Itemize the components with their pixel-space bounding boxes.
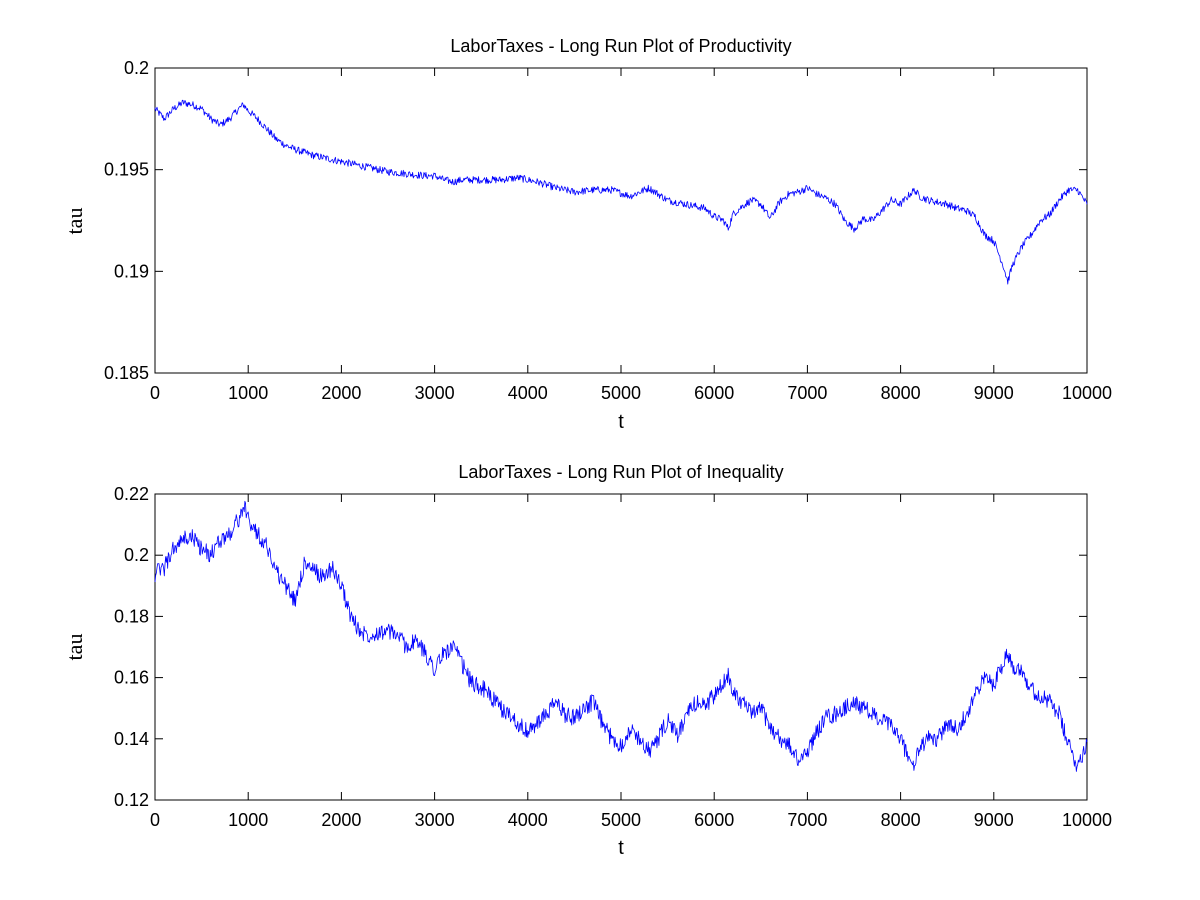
x-tick-label: 6000 <box>694 810 734 830</box>
y-tick-label: 0.2 <box>124 545 149 565</box>
series-layer <box>154 500 1088 772</box>
y-tick-label: 0.22 <box>114 484 149 504</box>
series-line <box>154 500 1088 772</box>
x-tick-label: 0 <box>150 810 160 830</box>
chart-title: LaborTaxes - Long Run Plot of Productivi… <box>450 36 791 56</box>
ticks-layer: 0 1000 2000 3000 4000 5000 6000 7000 8000 9000 100… <box>114 484 1112 830</box>
y-tick-label: 0.2 <box>124 58 149 78</box>
x-tick-label: 5000 <box>601 810 641 830</box>
y-tick-label: 0.18 <box>114 606 149 626</box>
y-tick-label: 0.12 <box>114 790 149 810</box>
y-tick-label: 0.16 <box>114 668 149 688</box>
y-axis-label: tau <box>62 634 87 661</box>
x-tick-label: 8000 <box>881 383 921 403</box>
axes-frame <box>154 493 1088 801</box>
y-axis-label: tau <box>62 208 87 235</box>
x-tick-label: 0 <box>150 383 160 403</box>
y-tick-label: 0.185 <box>104 363 149 383</box>
x-tick-label: 2000 <box>321 810 361 830</box>
y-tick-label: 0.195 <box>104 160 149 180</box>
x-tick-label: 4000 <box>508 383 548 403</box>
y-tick-label: 0.19 <box>114 261 149 281</box>
x-axis-label: t <box>618 411 624 433</box>
subplot-productivity: 0 1000 2000 3000 4000 5000 6000 7000 8000 9000 100… <box>62 36 1112 433</box>
axes-frame <box>154 67 1088 374</box>
chart-title: LaborTaxes - Long Run Plot of Inequality <box>458 462 783 482</box>
subplot-inequality: 0 1000 2000 3000 4000 5000 6000 7000 8000 9000 100… <box>62 462 1112 859</box>
x-tick-label: 3000 <box>415 810 455 830</box>
x-tick-label: 4000 <box>508 810 548 830</box>
series-line <box>154 99 1088 285</box>
x-tick-label: 2000 <box>321 383 361 403</box>
x-tick-label: 7000 <box>787 810 827 830</box>
x-tick-label: 8000 <box>881 810 921 830</box>
x-tick-label: 9000 <box>974 810 1014 830</box>
x-tick-label: 7000 <box>787 383 827 403</box>
y-tick-label: 0.14 <box>114 729 149 749</box>
series-layer <box>154 99 1088 285</box>
x-tick-label: 10000 <box>1062 383 1112 403</box>
x-tick-label: 3000 <box>415 383 455 403</box>
x-tick-label: 1000 <box>228 810 268 830</box>
x-tick-label: 5000 <box>601 383 641 403</box>
x-tick-label: 10000 <box>1062 810 1112 830</box>
x-tick-label: 9000 <box>974 383 1014 403</box>
ticks-layer: 0 1000 2000 3000 4000 5000 6000 7000 8000 9000 100… <box>104 58 1112 403</box>
x-tick-label: 1000 <box>228 383 268 403</box>
x-tick-label: 6000 <box>694 383 734 403</box>
x-axis-label: t <box>618 837 624 859</box>
